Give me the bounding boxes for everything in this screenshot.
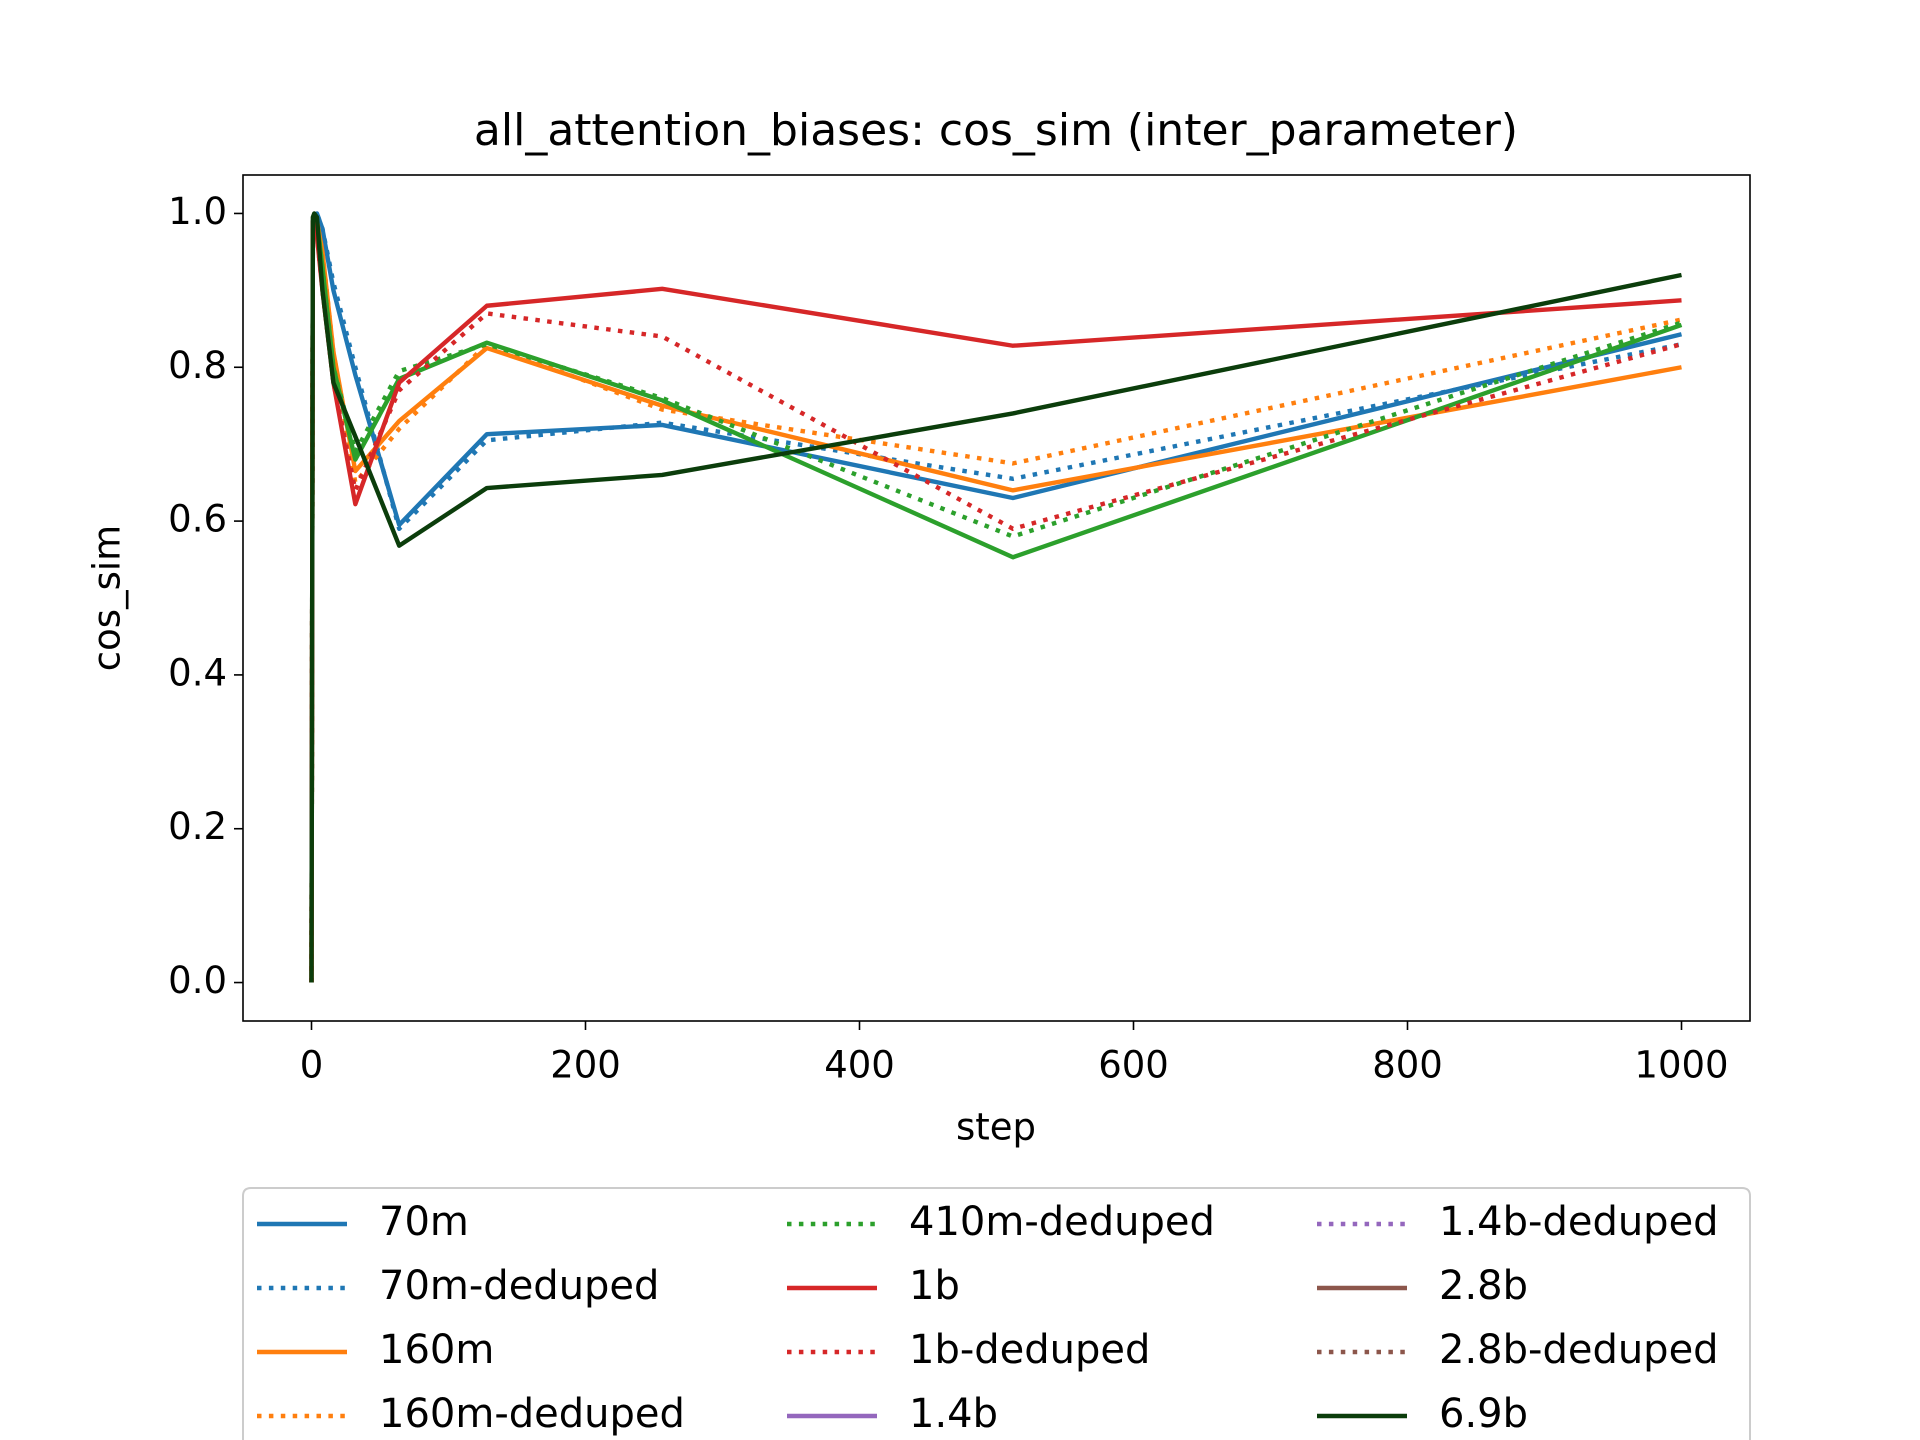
series-line <box>309 218 1683 983</box>
legend-label: 410m-deduped <box>909 1199 1215 1245</box>
legend-label: 70m <box>379 1199 469 1245</box>
plot-frame <box>242 174 1751 1022</box>
legend-label: 70m-deduped <box>379 1263 659 1309</box>
y-tick-label: 0.6 <box>168 498 227 541</box>
legend-label: 160m <box>379 1327 494 1373</box>
x-tick-label: 0 <box>300 1044 324 1087</box>
x-axis-label: step <box>956 1106 1036 1149</box>
x-tick-label: 800 <box>1372 1044 1443 1087</box>
series-line <box>309 218 1682 983</box>
y-tick-label: 0.0 <box>168 959 227 1002</box>
series-line <box>309 211 1682 983</box>
series-line <box>309 218 1683 983</box>
legend-label: 160m-deduped <box>379 1391 685 1437</box>
series-line <box>309 218 1682 983</box>
legend-label: 2.8b <box>1439 1263 1528 1309</box>
legend-box <box>242 1187 1751 1440</box>
x-tick-label: 400 <box>824 1044 895 1087</box>
y-tick-label: 0.2 <box>168 805 227 848</box>
series-line <box>309 218 1682 983</box>
x-tick-label: 1000 <box>1634 1044 1728 1087</box>
x-tick-label: 600 <box>1098 1044 1169 1087</box>
series-line <box>309 211 1683 983</box>
y-axis-label: cos_sim <box>86 525 129 671</box>
y-tick-label: 0.4 <box>168 651 227 694</box>
legend-label: 1.4b <box>909 1391 998 1437</box>
series-line <box>309 218 1683 983</box>
legend-label: 1b-deduped <box>909 1327 1150 1373</box>
legend-label: 1.4b-deduped <box>1439 1199 1719 1245</box>
legend-label: 2.8b-deduped <box>1439 1327 1719 1373</box>
y-tick-label: 1.0 <box>168 190 227 233</box>
x-tick-label: 200 <box>550 1044 621 1087</box>
series-line <box>309 211 1682 983</box>
legend-label: 6.9b <box>1439 1391 1528 1437</box>
legend-label: 1b <box>909 1263 960 1309</box>
chart-title: all_attention_biases: cos_sim (inter_par… <box>474 105 1518 156</box>
y-tick-label: 0.8 <box>168 344 227 387</box>
